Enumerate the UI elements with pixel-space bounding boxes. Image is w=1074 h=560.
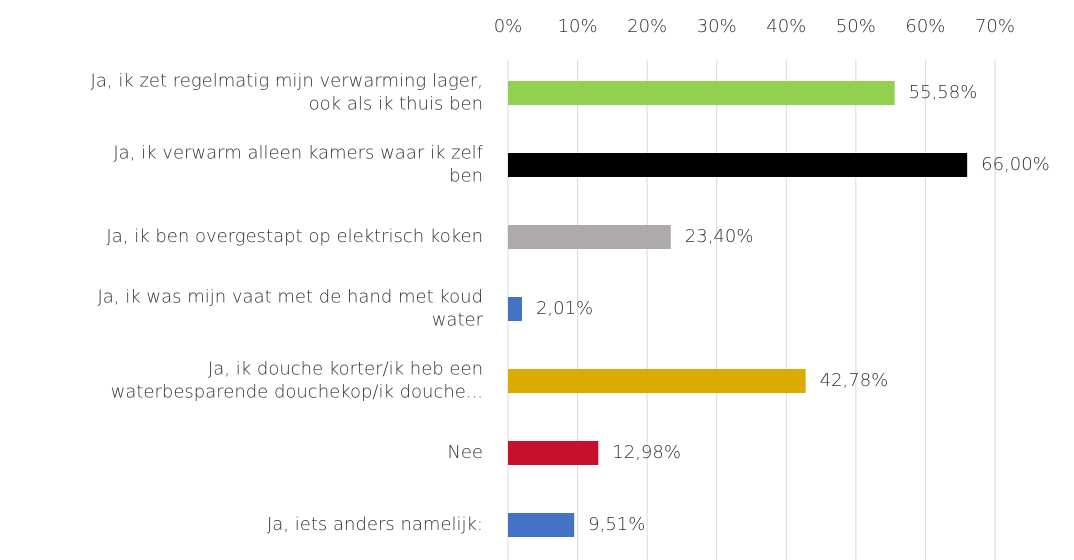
value-label: 66,00% — [981, 154, 1050, 175]
category-label: Ja, ik was mijn vaat met de hand met kou… — [97, 287, 483, 308]
value-label: 42,78% — [820, 370, 889, 391]
x-tick-label: 10% — [558, 16, 598, 37]
category-label: ook als ik thuis ben — [309, 94, 483, 115]
value-label: 2,01% — [536, 298, 593, 319]
value-label: 23,40% — [685, 226, 754, 247]
bar — [508, 513, 575, 537]
category-label: Ja, ik douche korter/ik heb een — [208, 359, 483, 380]
category-label: ben — [449, 166, 483, 187]
value-label: 55,58% — [909, 82, 978, 103]
category-label: Ja, ik ben overgestapt op elektrisch kok… — [106, 226, 483, 247]
x-tick-label: 70% — [975, 16, 1015, 37]
value-label: 12,98% — [612, 442, 681, 463]
bar — [508, 441, 599, 465]
x-tick-label: 30% — [697, 16, 737, 37]
category-label: Ja, ik zet regelmatig mijn verwarming la… — [91, 71, 483, 92]
category-label: Ja, ik verwarm alleen kamers waar ik zel… — [113, 143, 483, 164]
x-tick-label: 40% — [766, 16, 806, 37]
bar — [508, 369, 806, 393]
bar — [508, 297, 522, 321]
bar — [508, 81, 895, 105]
x-tick-label: 60% — [905, 16, 945, 37]
category-label: waterbesparende douchekop/ik douche... — [111, 382, 483, 403]
x-tick-label: 0% — [494, 16, 523, 37]
x-tick-label: 50% — [836, 16, 876, 37]
x-tick-label: 20% — [627, 16, 667, 37]
bar — [508, 225, 671, 249]
bar — [508, 153, 968, 177]
value-label: 9,51% — [588, 514, 645, 535]
category-label: Nee — [447, 442, 483, 463]
category-label: Ja, iets anders namelijk: — [267, 514, 483, 535]
category-label: water — [432, 310, 484, 331]
